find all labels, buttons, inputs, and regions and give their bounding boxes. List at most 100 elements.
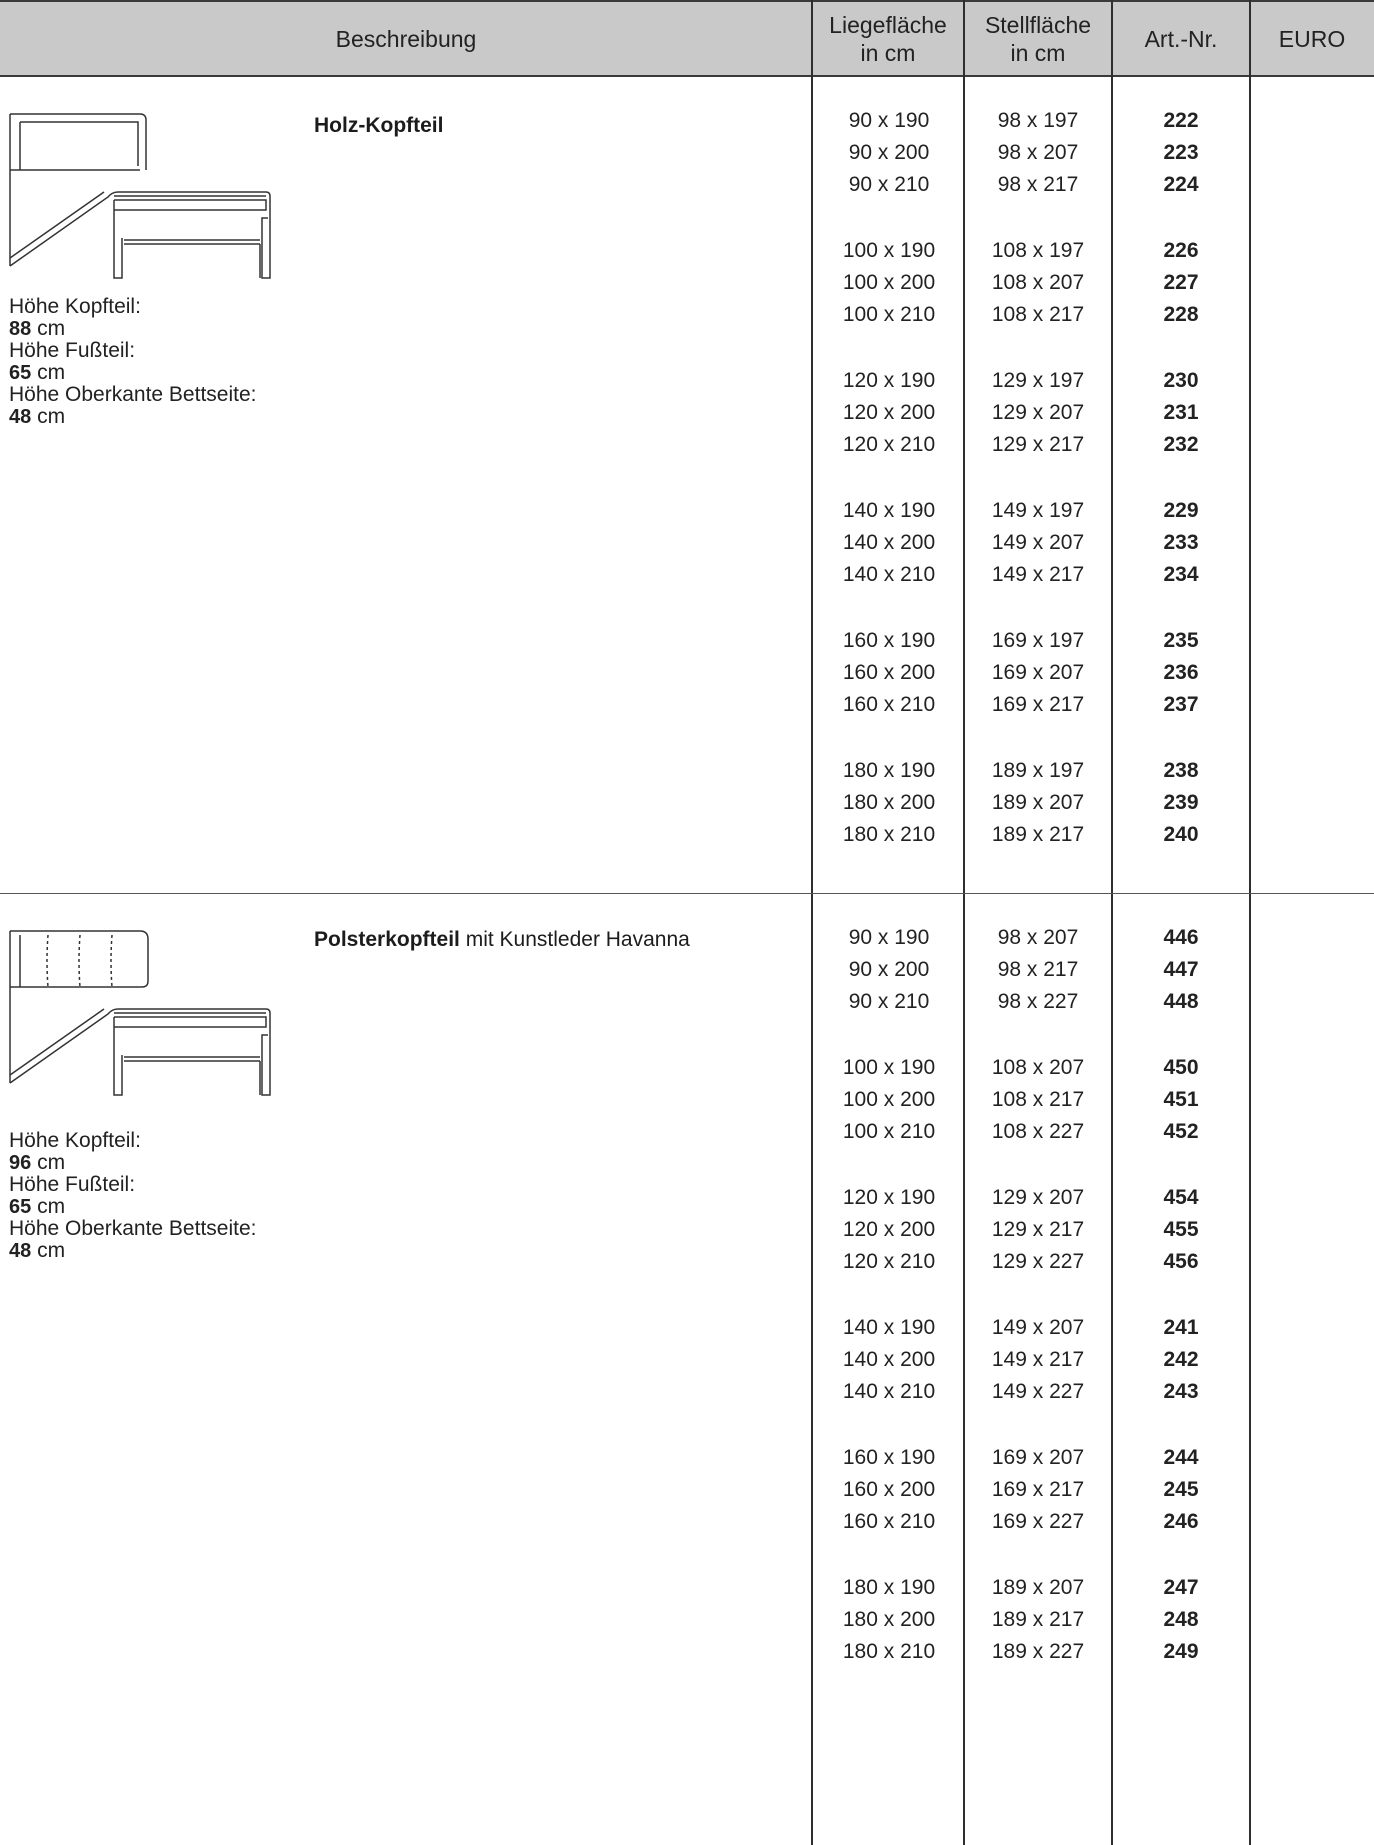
artnr-cell: 448 — [1163, 990, 1199, 1013]
stellflaeche-cell: 108 x 207 — [991, 271, 1085, 294]
artnr-cell: 242 — [1163, 1348, 1199, 1371]
header-stellflaeche-unit: in cm — [1010, 39, 1066, 66]
liegeflaeche-cell: 100 x 210 — [842, 303, 936, 326]
artnr-cell: 227 — [1163, 271, 1199, 294]
liegeflaeche-cell: 180 x 210 — [842, 1640, 936, 1663]
liegeflaeche-cell: 90 x 200 — [848, 958, 930, 981]
liegeflaeche-cell: 100 x 190 — [842, 1056, 936, 1079]
artnr-cell: 244 — [1163, 1446, 1199, 1469]
liegeflaeche-cell: 180 x 190 — [842, 1576, 936, 1599]
artnr-cell: 229 — [1163, 499, 1199, 522]
artnr-cell: 226 — [1163, 239, 1199, 262]
stellflaeche-cell: 189 x 217 — [991, 1608, 1085, 1631]
stellflaeche-cell: 98 x 227 — [997, 990, 1079, 1013]
product-title: Polsterkopfteil mit Kunstleder Havanna — [314, 928, 690, 952]
liegeflaeche-cell: 180 x 200 — [842, 791, 936, 814]
liegeflaeche-cell: 160 x 200 — [842, 661, 936, 684]
liegeflaeche-cell: 160 x 210 — [842, 1510, 936, 1533]
header-liegeflaeche-label: Liegefläche — [829, 11, 947, 38]
stellflaeche-cell: 108 x 217 — [991, 303, 1085, 326]
artnr-cell: 456 — [1163, 1250, 1199, 1273]
liegeflaeche-cell: 90 x 190 — [848, 926, 930, 949]
artnr-cell: 240 — [1163, 823, 1199, 846]
spec-unit: cm — [37, 317, 66, 340]
artnr-cell: 245 — [1163, 1478, 1199, 1501]
artnr-cell: 447 — [1163, 958, 1199, 981]
stellflaeche-cell: 169 x 207 — [991, 661, 1085, 684]
artnr-cell: 249 — [1163, 1640, 1199, 1663]
artnr-cell: 224 — [1163, 173, 1199, 196]
liegeflaeche-cell: 140 x 210 — [842, 1380, 936, 1403]
stellflaeche-cell: 98 x 217 — [997, 173, 1079, 196]
spec-number: 65 — [9, 362, 32, 384]
liegeflaeche-cell: 180 x 200 — [842, 1608, 936, 1631]
liegeflaeche-cell: 100 x 210 — [842, 1120, 936, 1143]
liegeflaeche-cell: 140 x 200 — [842, 1348, 936, 1371]
column-divider — [811, 0, 813, 1845]
artnr-cell: 454 — [1163, 1186, 1199, 1209]
liegeflaeche-cell: 90 x 210 — [848, 990, 930, 1013]
liegeflaeche-cell: 90 x 210 — [848, 173, 930, 196]
artnr-cell: 223 — [1163, 141, 1199, 164]
artnr-cell: 246 — [1163, 1510, 1199, 1533]
stellflaeche-cell: 98 x 207 — [997, 141, 1079, 164]
stellflaeche-cell: 129 x 217 — [991, 433, 1085, 456]
stellflaeche-cell: 129 x 197 — [991, 369, 1085, 392]
liegeflaeche-cell: 120 x 210 — [842, 1250, 936, 1273]
column-divider — [963, 0, 965, 1845]
stellflaeche-cell: 149 x 207 — [991, 531, 1085, 554]
liegeflaeche-cell: 100 x 190 — [842, 239, 936, 262]
stellflaeche-cell: 189 x 227 — [991, 1640, 1085, 1663]
stellflaeche-cell: 149 x 207 — [991, 1316, 1085, 1339]
liegeflaeche-cell: 90 x 200 — [848, 141, 930, 164]
artnr-cell: 232 — [1163, 433, 1199, 456]
spec-number: 48 — [9, 406, 32, 428]
artnr-cell: 455 — [1163, 1218, 1199, 1241]
stellflaeche-cell: 169 x 207 — [991, 1446, 1085, 1469]
bed-wood-headboard-drawing — [9, 113, 271, 279]
liegeflaeche-cell: 90 x 190 — [848, 109, 930, 132]
spec-label: Höhe Fußteil: — [9, 339, 136, 362]
artnr-cell: 236 — [1163, 661, 1199, 684]
header-liegeflaeche: Liegefläche in cm — [812, 2, 964, 75]
section-divider — [0, 893, 1374, 894]
liegeflaeche-cell: 140 x 190 — [842, 1316, 936, 1339]
spec-number: 65 — [9, 1196, 32, 1218]
header-beschreibung-label: Beschreibung — [335, 25, 477, 52]
artnr-cell: 230 — [1163, 369, 1199, 392]
stellflaeche-cell: 98 x 217 — [997, 958, 1079, 981]
table-header: Beschreibung Liegefläche in cm Stellfläc… — [0, 0, 1374, 77]
artnr-cell: 247 — [1163, 1576, 1199, 1599]
spec-number: 96 — [9, 1152, 32, 1174]
header-stellflaeche: Stellfläche in cm — [964, 2, 1112, 75]
artnr-cell: 452 — [1163, 1120, 1199, 1143]
stellflaeche-cell: 189 x 207 — [991, 1576, 1085, 1599]
header-artnr: Art.-Nr. — [1112, 2, 1250, 75]
liegeflaeche-cell: 100 x 200 — [842, 1088, 936, 1111]
spec-value: 65 cm — [9, 1195, 66, 1219]
stellflaeche-cell: 108 x 227 — [991, 1120, 1085, 1143]
spec-label: Höhe Oberkante Bettseite: — [9, 1217, 257, 1240]
stellflaeche-cell: 98 x 207 — [997, 926, 1079, 949]
stellflaeche-cell: 169 x 197 — [991, 629, 1085, 652]
liegeflaeche-cell: 120 x 190 — [842, 1186, 936, 1209]
stellflaeche-cell: 129 x 217 — [991, 1218, 1085, 1241]
product-title-bold: Holz-Kopfteil — [314, 114, 444, 137]
stellflaeche-cell: 129 x 227 — [991, 1250, 1085, 1273]
liegeflaeche-cell: 120 x 200 — [842, 1218, 936, 1241]
spec-number: 88 — [9, 318, 32, 340]
liegeflaeche-cell: 100 x 200 — [842, 271, 936, 294]
stellflaeche-cell: 149 x 217 — [991, 563, 1085, 586]
stellflaeche-cell: 129 x 207 — [991, 1186, 1085, 1209]
liegeflaeche-cell: 160 x 190 — [842, 629, 936, 652]
spec-value: 88 cm — [9, 317, 66, 341]
spec-label: Höhe Kopfteil: — [9, 295, 141, 318]
stellflaeche-cell: 149 x 217 — [991, 1348, 1085, 1371]
spec-value: 96 cm — [9, 1152, 65, 1175]
artnr-cell: 451 — [1163, 1088, 1199, 1111]
spec-unit: cm — [37, 361, 66, 384]
stellflaeche-cell: 169 x 217 — [991, 1478, 1085, 1501]
artnr-cell: 450 — [1163, 1056, 1199, 1079]
spec-unit: cm — [37, 1195, 66, 1218]
